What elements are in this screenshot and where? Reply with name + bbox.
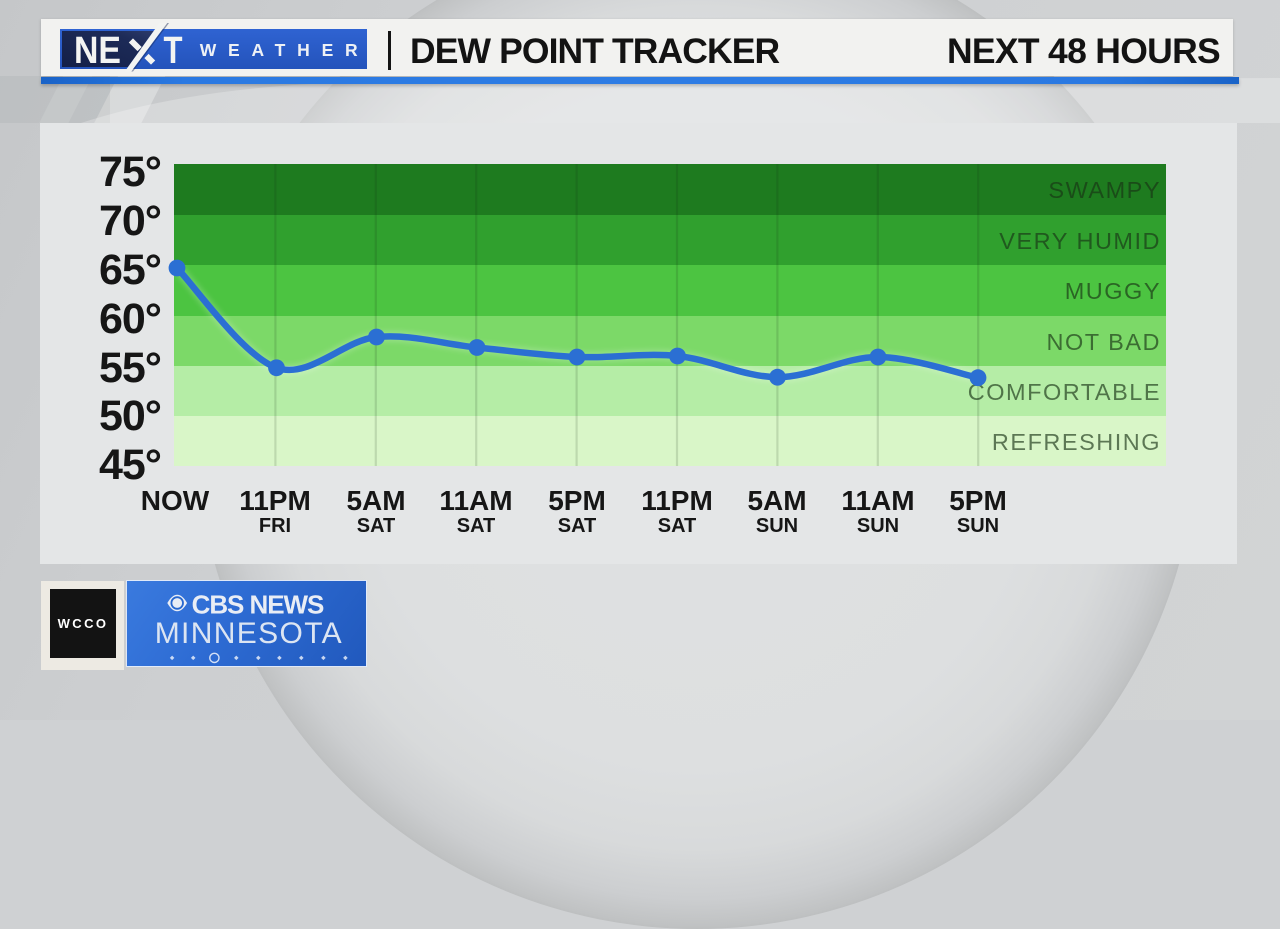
svg-text:T: T [164, 30, 183, 72]
svg-text:NE: NE [74, 30, 121, 72]
svg-text:MINNESOTA: MINNESOTA [155, 617, 342, 650]
svg-text:CBS NEWS: CBS NEWS [192, 590, 325, 620]
